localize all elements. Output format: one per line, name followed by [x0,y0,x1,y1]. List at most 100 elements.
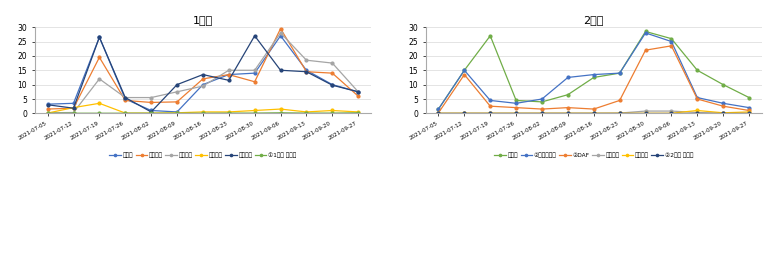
유가압식 [434,112,443,115]
②DAF [589,108,598,111]
응집수 [434,108,443,111]
②DAF [511,106,521,109]
Legend: 응집수, 응직수격, 응출침조, 응집전조, 응대과조, ①1계열 유출수: 응집수, 응직수격, 응출침조, 응집전조, 응대과조, ①1계열 유출수 [107,150,298,160]
응출침조 [95,77,104,81]
응집전조 [172,111,182,114]
응대과조 [301,70,311,73]
②예비질전지 [434,108,443,111]
응질지식 [692,111,702,114]
②2계열 유출수 [667,112,676,115]
응집전조 [276,108,285,111]
①1계열 유출수 [224,112,233,115]
응집수 [589,76,598,79]
②예비질전지 [641,31,650,34]
②DAF [641,48,650,52]
응질지식 [538,112,547,115]
응직수격 [120,99,130,102]
②예비질전지 [692,96,702,99]
응집수 [224,73,233,76]
응질지식 [460,112,469,115]
유가압식 [667,112,676,115]
응대과조 [354,90,363,93]
응집전조 [120,112,130,115]
응집수 [120,98,130,101]
②예비질전지 [667,40,676,43]
②DAF [744,109,754,112]
②2계열 유출수 [589,112,598,115]
①1계열 유출수 [198,112,207,115]
응출침조 [328,61,337,65]
①1계열 유출수 [43,112,52,115]
②DAF [719,105,728,108]
응집수 [667,37,676,40]
응직수격 [250,80,260,83]
②2계열 유출수 [434,112,443,115]
응질지식 [434,112,443,115]
응직수격 [43,108,52,111]
②2계열 유출수 [719,112,728,115]
응출침조 [69,111,78,114]
응집수 [43,103,52,106]
②2계열 유출수 [511,112,521,115]
응직수격 [198,77,207,81]
Line: 응출침조: 응출침조 [47,32,360,114]
②2계열 유출수 [641,112,650,115]
②2계열 유출수 [460,112,469,115]
유가압식 [615,112,624,115]
유가압식 [563,112,573,115]
유가압식 [641,112,650,115]
②DAF [460,73,469,76]
응집수 [641,30,650,33]
응대과조 [276,69,285,72]
②2계열 유출수 [486,112,495,115]
응대과조 [147,110,156,113]
①1계열 유출수 [354,111,363,114]
응집수 [692,69,702,72]
응출침조 [120,96,130,99]
응집수 [744,96,754,99]
응직수격 [301,70,311,73]
①1계열 유출수 [147,112,156,115]
응출침조 [224,69,233,72]
응집전조 [43,112,52,115]
②예비질전지 [744,106,754,109]
응집수 [95,36,104,39]
유가압식 [538,112,547,115]
응직수격 [69,107,78,110]
②DAF [538,108,547,111]
②DAF [615,99,624,102]
유가압식 [486,112,495,115]
응직수격 [95,56,104,59]
Line: ②예비질전지: ②예비질전지 [437,32,751,111]
②DAF [667,44,676,47]
①1계열 유출수 [328,112,337,115]
응출침조 [354,90,363,93]
응집수 [719,83,728,86]
응대과조 [95,36,104,39]
응집수 [276,34,285,37]
응직수격 [276,27,285,30]
유가압식 [744,110,754,113]
Title: 1계열: 1계열 [193,15,213,25]
Legend: 응집수, ②예비질전지, ②DAF, 응질지식, 유가압식, ②2계열 유출수: 응집수, ②예비질전지, ②DAF, 응질지식, 유가압식, ②2계열 유출수 [492,150,695,160]
응질지식 [589,112,598,115]
응질지식 [744,112,754,115]
②예비질전지 [538,98,547,101]
응질지식 [667,109,676,113]
응집수 [301,69,311,72]
유가압식 [460,112,469,115]
Line: ②2계열 유출수: ②2계열 유출수 [437,112,751,115]
응집전조 [69,106,78,109]
②DAF [434,111,443,114]
응집수 [538,100,547,103]
응출침조 [43,111,52,114]
응질지식 [719,112,728,115]
①1계열 유출수 [69,112,78,115]
응직수격 [147,101,156,104]
②예비질전지 [589,73,598,76]
Line: 응집수: 응집수 [47,34,360,113]
Line: ②DAF: ②DAF [437,45,751,114]
응집수 [172,110,182,113]
응집전조 [95,102,104,105]
②2계열 유출수 [563,112,573,115]
